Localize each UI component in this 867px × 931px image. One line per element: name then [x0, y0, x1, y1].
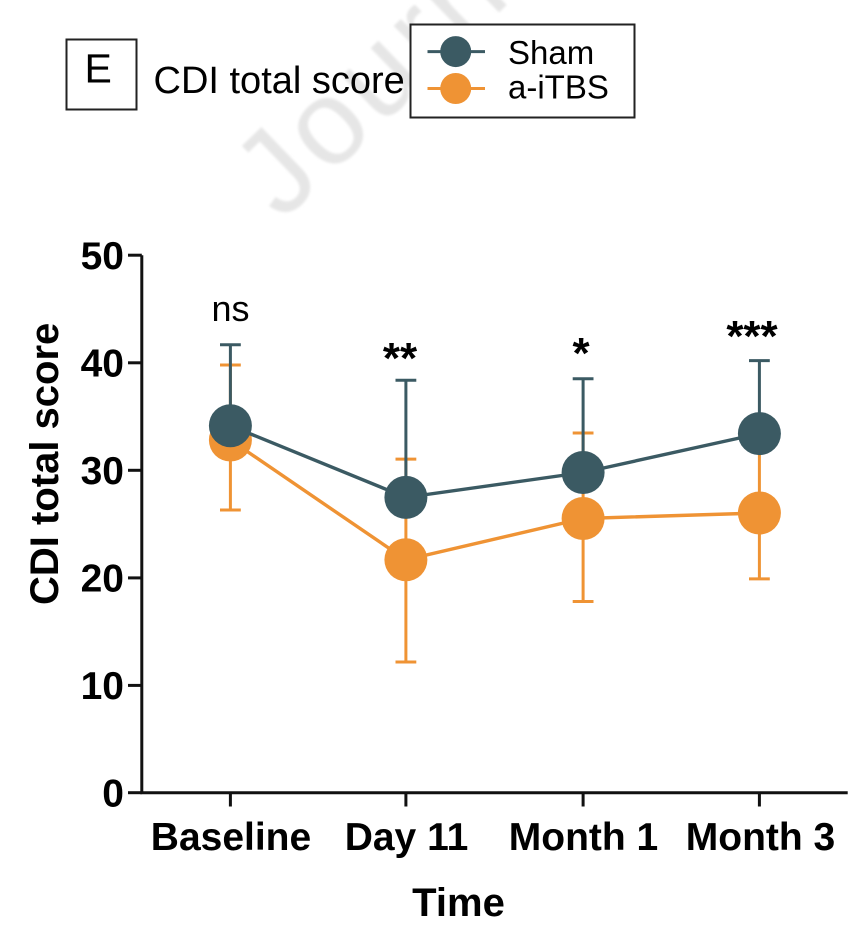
svg-text:Month 1: Month 1: [509, 816, 658, 859]
svg-text:Time: Time: [412, 881, 505, 925]
svg-text:CDI total score: CDI total score: [154, 60, 405, 102]
svg-text:30: 30: [81, 450, 124, 493]
svg-text:***: ***: [726, 312, 778, 361]
svg-text:0: 0: [102, 772, 124, 815]
svg-text:E: E: [85, 46, 112, 92]
svg-text:a-iTBS: a-iTBS: [508, 68, 609, 105]
svg-text:CDI total score: CDI total score: [23, 323, 67, 605]
svg-text:Day 11: Day 11: [345, 816, 469, 859]
svg-text:**: **: [383, 334, 418, 383]
svg-text:50: 50: [81, 235, 124, 278]
svg-text:*: *: [572, 329, 590, 378]
svg-text:Sham: Sham: [508, 34, 594, 71]
svg-text:ns: ns: [211, 288, 249, 329]
svg-text:10: 10: [81, 665, 124, 708]
svg-text:Month 3: Month 3: [686, 816, 835, 859]
svg-text:40: 40: [81, 342, 124, 385]
svg-text:20: 20: [81, 558, 124, 601]
svg-text:Baseline: Baseline: [151, 816, 311, 859]
